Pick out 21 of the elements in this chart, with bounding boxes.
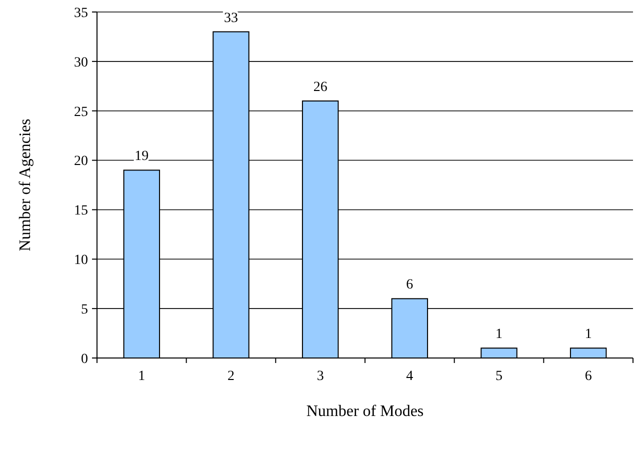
data-label: 26 [313, 80, 328, 95]
x-tick-label: 5 [496, 369, 502, 384]
x-tick-label: 4 [406, 369, 414, 384]
data-label: 1 [496, 327, 502, 342]
data-label: 33 [224, 10, 238, 26]
data-label: 1 [584, 327, 592, 342]
y-tick-label: 15 [74, 204, 88, 219]
y-axis-title: Number of Agencies [17, 118, 34, 252]
y-tick-label: 30 [74, 55, 88, 70]
y-tick-label: 20 [74, 154, 88, 170]
x-tick-label: 6 [584, 369, 592, 384]
x-tick-label: 1 [138, 369, 146, 384]
x-axis-title: Number of Modes [306, 403, 424, 420]
y-tick-label: 10 [74, 253, 88, 268]
data-label: 6 [406, 278, 414, 293]
y-tick-label: 0 [81, 352, 88, 367]
y-tick-label: 5 [81, 302, 88, 318]
x-tick-label: 2 [228, 369, 234, 384]
y-tick-label: 25 [74, 104, 88, 120]
x-tick-label: 3 [316, 369, 324, 384]
y-tick-label: 35 [74, 6, 88, 21]
